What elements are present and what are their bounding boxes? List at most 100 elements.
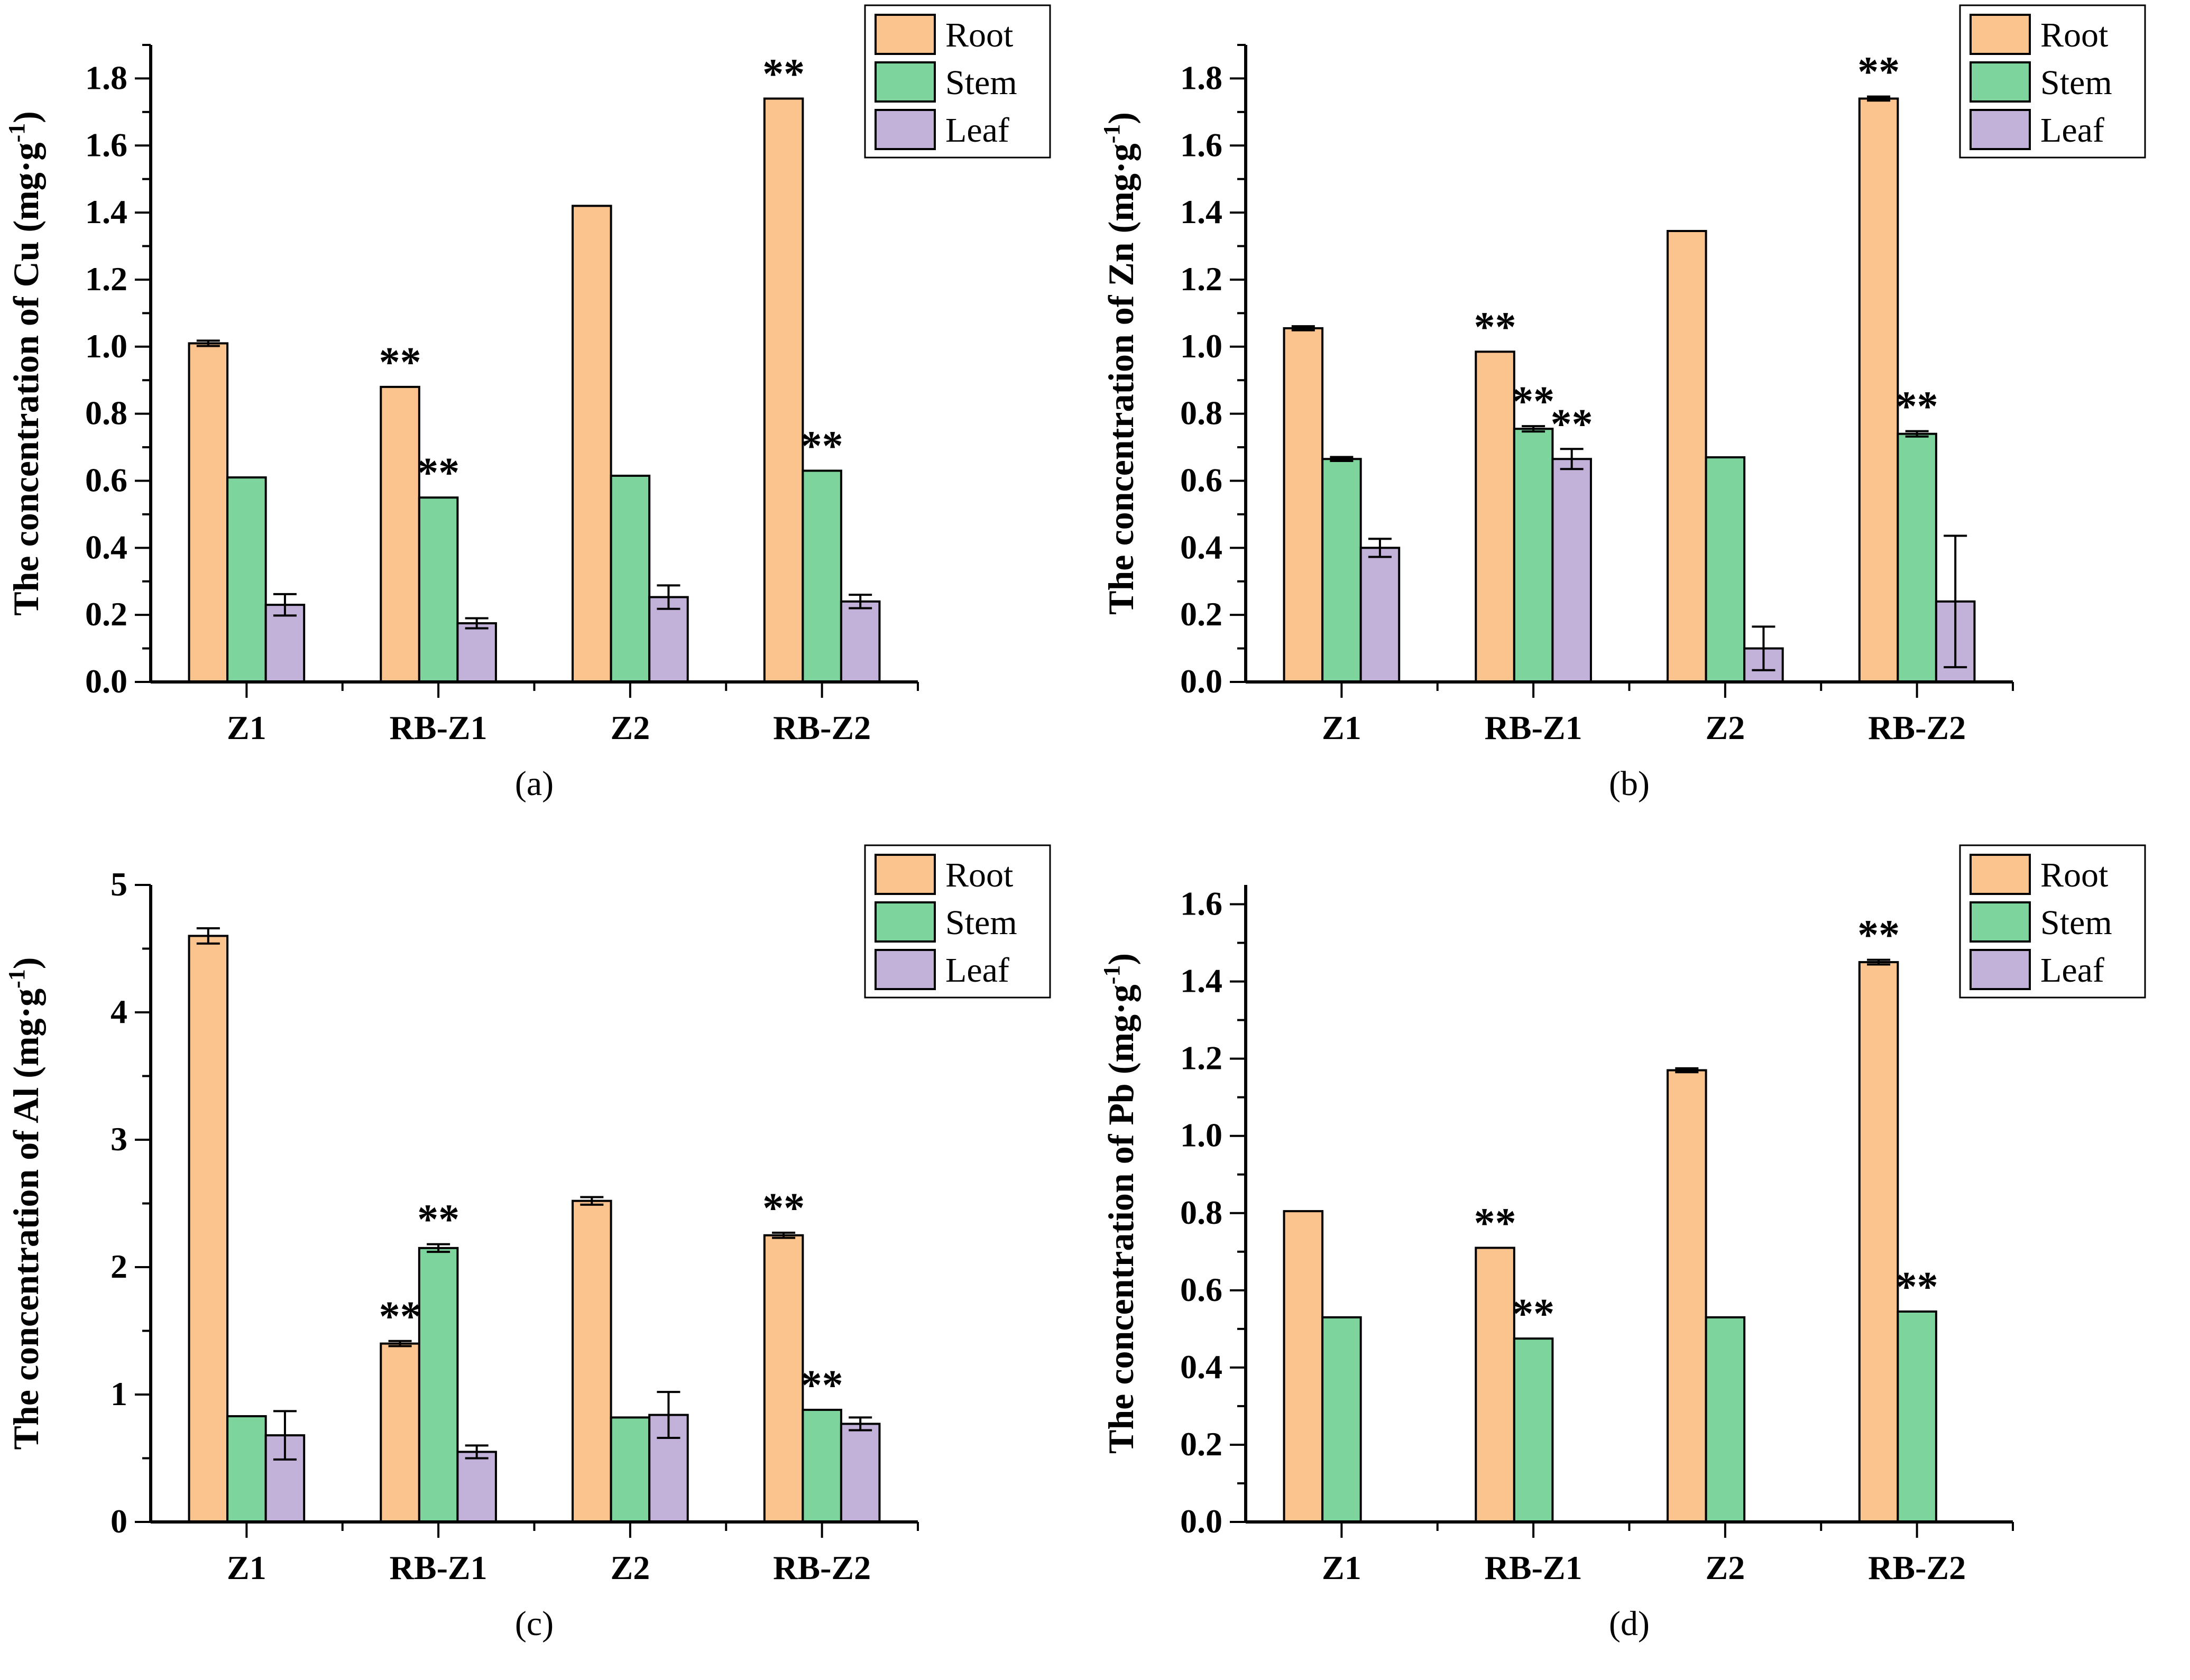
bar-stem-RB-Z1 <box>418 496 459 683</box>
bars: ****** **** <box>1283 49 1976 684</box>
bar-leaf-RB-Z1 <box>456 622 497 684</box>
bar-stem-Z2 <box>610 1416 651 1523</box>
legend-swatch-stem <box>875 61 936 103</box>
x-category-label: RB-Z1 <box>1485 709 1582 746</box>
y-tick-label: 0 <box>111 1502 127 1540</box>
bar-leaf-RB-Z1 <box>1551 458 1592 683</box>
y-tick-label: 0.8 <box>1180 1194 1222 1231</box>
legend-swatch-root <box>875 854 936 895</box>
legend-swatch-root <box>875 14 936 55</box>
bars: ** ** ** ** <box>188 51 881 684</box>
significance-marker: ** <box>801 423 843 469</box>
bar-stem-RB-Z2 <box>802 1408 842 1524</box>
y-tick-label: 5 <box>111 865 127 903</box>
x-category-label: RB-Z1 <box>1485 1549 1582 1586</box>
error-bar <box>273 593 297 617</box>
x-category-label: RB-Z1 <box>390 1549 487 1586</box>
legend-swatch-stem <box>1970 61 2031 103</box>
y-axis-title: The concentration of Pb (mg·g-1) <box>1099 953 1141 1454</box>
bar-stem-RB-Z1 <box>1513 1337 1554 1524</box>
y-tick-label: 1.0 <box>1180 327 1222 365</box>
y-tick-label: 0.8 <box>1180 394 1222 432</box>
error-bar <box>1560 448 1584 470</box>
y-axis-title: The concentration of Zn (mg·g-1) <box>1099 112 1141 615</box>
error-bar <box>849 594 872 610</box>
x-category-label: Z2 <box>1706 1549 1745 1586</box>
significance-marker: ** <box>762 1185 805 1232</box>
error-bar <box>657 1391 680 1439</box>
error-bar <box>1944 534 1967 669</box>
x-category-label: Z1 <box>227 709 266 746</box>
error-bar <box>465 1444 489 1460</box>
bar-root-Z2 <box>1667 229 1707 684</box>
bar-leaf-RB-Z2 <box>840 1423 881 1524</box>
bar-stem-Z1 <box>1321 458 1362 683</box>
significance-marker: ** <box>1857 912 1900 959</box>
y-tick-label: 0.8 <box>85 394 127 432</box>
error-bar <box>388 1340 412 1347</box>
legend-label-root: Root <box>945 16 1013 54</box>
error-bar <box>1675 1067 1699 1074</box>
y-tick-label: 0.6 <box>1180 1271 1222 1308</box>
y-tick-label: 0.2 <box>1180 595 1222 633</box>
bar-stem-Z1 <box>1321 1316 1362 1523</box>
y-tick-label: 0.2 <box>85 595 127 633</box>
panel-caption: (b) <box>1609 764 1650 803</box>
legend-label-leaf: Leaf <box>2040 951 2104 990</box>
legend-swatch-leaf <box>875 109 936 150</box>
error-bar <box>772 1231 796 1239</box>
y-tick-label: 1 <box>111 1375 127 1413</box>
legend-label-root: Root <box>2040 16 2108 54</box>
bar-leaf-RB-Z2 <box>840 600 881 683</box>
significance-marker: ** <box>1857 49 1900 96</box>
y-tick-label: 1.2 <box>1180 1039 1222 1077</box>
x-category-label: Z1 <box>1322 709 1361 746</box>
significance-marker: ** <box>1551 401 1593 448</box>
y-tick-label: 0.4 <box>1180 1348 1222 1386</box>
x-category-label: Z2 <box>611 1549 650 1586</box>
error-bar <box>427 1243 450 1253</box>
y-tick-label: 1.0 <box>85 327 127 365</box>
legend-swatch-root <box>1970 854 2031 895</box>
panel-caption: (a) <box>515 764 554 803</box>
ticks <box>1230 44 2014 698</box>
significance-marker: ** <box>1512 379 1554 425</box>
x-category-label: Z1 <box>227 1549 266 1586</box>
y-tick-label: 2 <box>111 1248 127 1285</box>
bar-stem-RB-Z1 <box>418 1247 459 1523</box>
bar-root-Z2 <box>572 1199 612 1523</box>
y-tick-label: 0.2 <box>1180 1425 1222 1463</box>
y-tick-label: 1.2 <box>85 260 127 298</box>
bar-stem-RB-Z2 <box>1897 1310 1937 1523</box>
error-bar <box>657 584 680 610</box>
legend-swatch-leaf <box>1970 109 2031 150</box>
y-tick-label: 0.6 <box>85 461 127 499</box>
y-axis-title: The concentration of Cu (mg·g-1) <box>4 111 46 616</box>
error-bar <box>1330 456 1354 463</box>
error-bar <box>1867 95 1891 102</box>
error-bar <box>273 1410 297 1461</box>
bar-root-RB-Z1 <box>1475 350 1515 683</box>
bar-root-Z1 <box>188 342 229 683</box>
x-category-label: Z2 <box>611 709 650 746</box>
legend-label-leaf: Leaf <box>945 111 1009 150</box>
bar-stem-Z2 <box>1705 456 1746 683</box>
bar-stem-Z1 <box>226 476 267 683</box>
significance-marker: ** <box>379 1294 421 1340</box>
y-tick-label: 0.0 <box>1180 1502 1222 1540</box>
bar-root-Z1 <box>188 935 229 1523</box>
bar-chart-svg-(c): ** ** ** ** 0 1 2 3 4 5 Z1 RB-Z1 Z2 RB-Z2 The concentr… <box>0 840 1095 1680</box>
legend-label-root: Root <box>2040 856 2108 894</box>
bar-root-RB-Z1 <box>380 385 420 683</box>
legend-swatch-leaf <box>875 949 936 990</box>
error-bar <box>580 1196 604 1206</box>
significance-marker: ** <box>417 450 459 496</box>
panel-caption: (d) <box>1609 1604 1650 1643</box>
bar-root-RB-Z2 <box>763 1234 804 1523</box>
bar-root-Z1 <box>1283 327 1324 683</box>
error-bar <box>1291 325 1315 331</box>
legend: Root Stem Leaf <box>1959 4 2146 159</box>
legend-swatch-leaf <box>1970 949 2031 990</box>
legend-swatch-root <box>1970 14 2031 55</box>
bar-root-RB-Z2 <box>763 97 804 684</box>
